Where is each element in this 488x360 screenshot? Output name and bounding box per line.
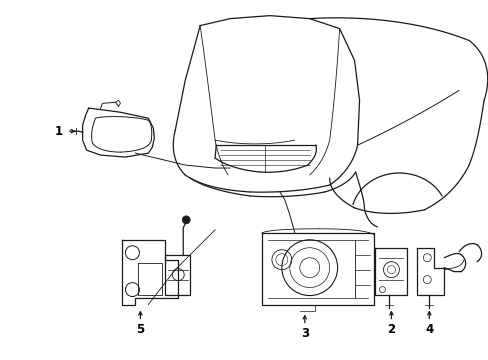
Text: 3: 3 <box>300 327 308 340</box>
Circle shape <box>182 216 190 224</box>
Text: 4: 4 <box>424 323 432 336</box>
Text: 1: 1 <box>55 125 62 138</box>
Text: 5: 5 <box>136 323 144 336</box>
Text: 2: 2 <box>386 323 395 336</box>
